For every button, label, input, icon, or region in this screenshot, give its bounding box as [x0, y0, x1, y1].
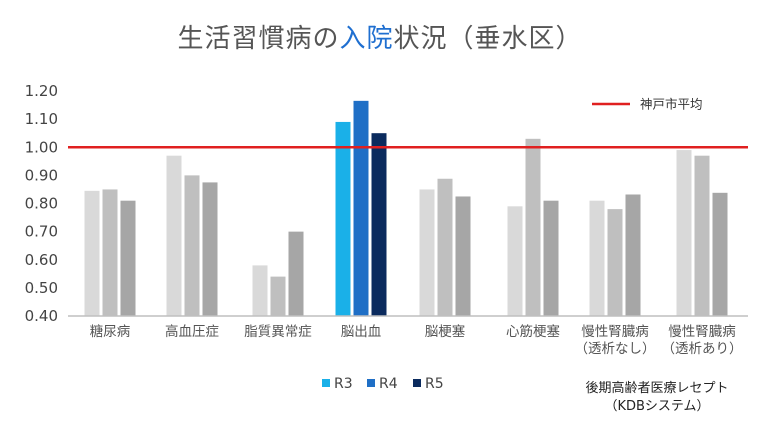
- y-tick-label: 1.20: [25, 82, 58, 100]
- title-prefix: 生活習慣病の: [177, 24, 340, 54]
- title-highlight: 入院: [339, 24, 394, 54]
- category-label: 脂質異常症: [244, 324, 312, 340]
- bar-r4: [694, 155, 710, 316]
- bar-r3: [84, 190, 100, 316]
- bar-r5: [371, 133, 387, 316]
- category-label: 脳出血: [341, 324, 382, 340]
- bar-r4: [270, 276, 286, 316]
- category-label: 脳梗塞: [425, 323, 466, 340]
- bar-r3: [507, 206, 523, 316]
- y-tick-label: 0.90: [25, 166, 58, 184]
- y-tick-label: 0.80: [25, 195, 58, 213]
- bar-r5: [625, 194, 641, 316]
- bar-r5: [288, 231, 304, 316]
- bar-r5: [202, 182, 218, 316]
- y-tick-label: 0.60: [25, 251, 58, 269]
- bar-r3: [676, 150, 692, 316]
- bar-r3: [419, 189, 435, 316]
- legend-swatch-r5: [413, 379, 421, 387]
- bar-r5: [455, 196, 471, 316]
- title-suffix: 状況（垂水区）: [393, 24, 583, 54]
- legend-label-r3: R3: [334, 376, 353, 392]
- y-tick-label: 0.40: [25, 307, 58, 325]
- y-tick-label: 1.00: [25, 138, 58, 156]
- y-tick-label: 1.10: [25, 110, 58, 128]
- category-label: 糖尿病: [90, 324, 131, 340]
- category-label: 高血圧症: [165, 323, 219, 340]
- legend-label-r5: R5: [425, 376, 444, 392]
- legend-label-r4: R4: [379, 376, 398, 392]
- category-label: 慢性腎臓病: [668, 323, 736, 340]
- y-tick-label: 0.50: [25, 279, 58, 297]
- legend-swatch-r3: [322, 379, 330, 387]
- bar-r3: [166, 155, 182, 316]
- bar-r5: [543, 200, 559, 316]
- bar-r4: [102, 189, 118, 316]
- category-label: 心筋梗塞: [506, 323, 560, 340]
- bar-r4: [437, 178, 453, 316]
- reference-legend-label: 神戸市平均: [640, 97, 703, 112]
- category-label: （透析あり）: [662, 341, 743, 357]
- legend-swatch-r4: [367, 379, 375, 387]
- bar-r3: [589, 200, 605, 316]
- chart-title: 生活習慣病の入院状況（垂水区）: [0, 18, 760, 55]
- source-line-2: （KDBシステム）: [604, 399, 709, 414]
- bar-r4: [525, 138, 541, 316]
- bar-r4: [353, 100, 369, 316]
- category-label: 慢性腎臓病: [581, 323, 649, 340]
- bar-r4: [607, 209, 623, 316]
- bar-r5: [712, 192, 728, 316]
- bar-r5: [120, 200, 136, 316]
- bar-r4: [184, 175, 200, 316]
- bar-r3: [252, 265, 268, 316]
- category-label: （透析なし）: [575, 341, 656, 357]
- source-line-1: 後期高齢者医療レセプト: [585, 380, 728, 396]
- y-tick-label: 0.70: [25, 223, 58, 241]
- bar-r3: [335, 121, 351, 316]
